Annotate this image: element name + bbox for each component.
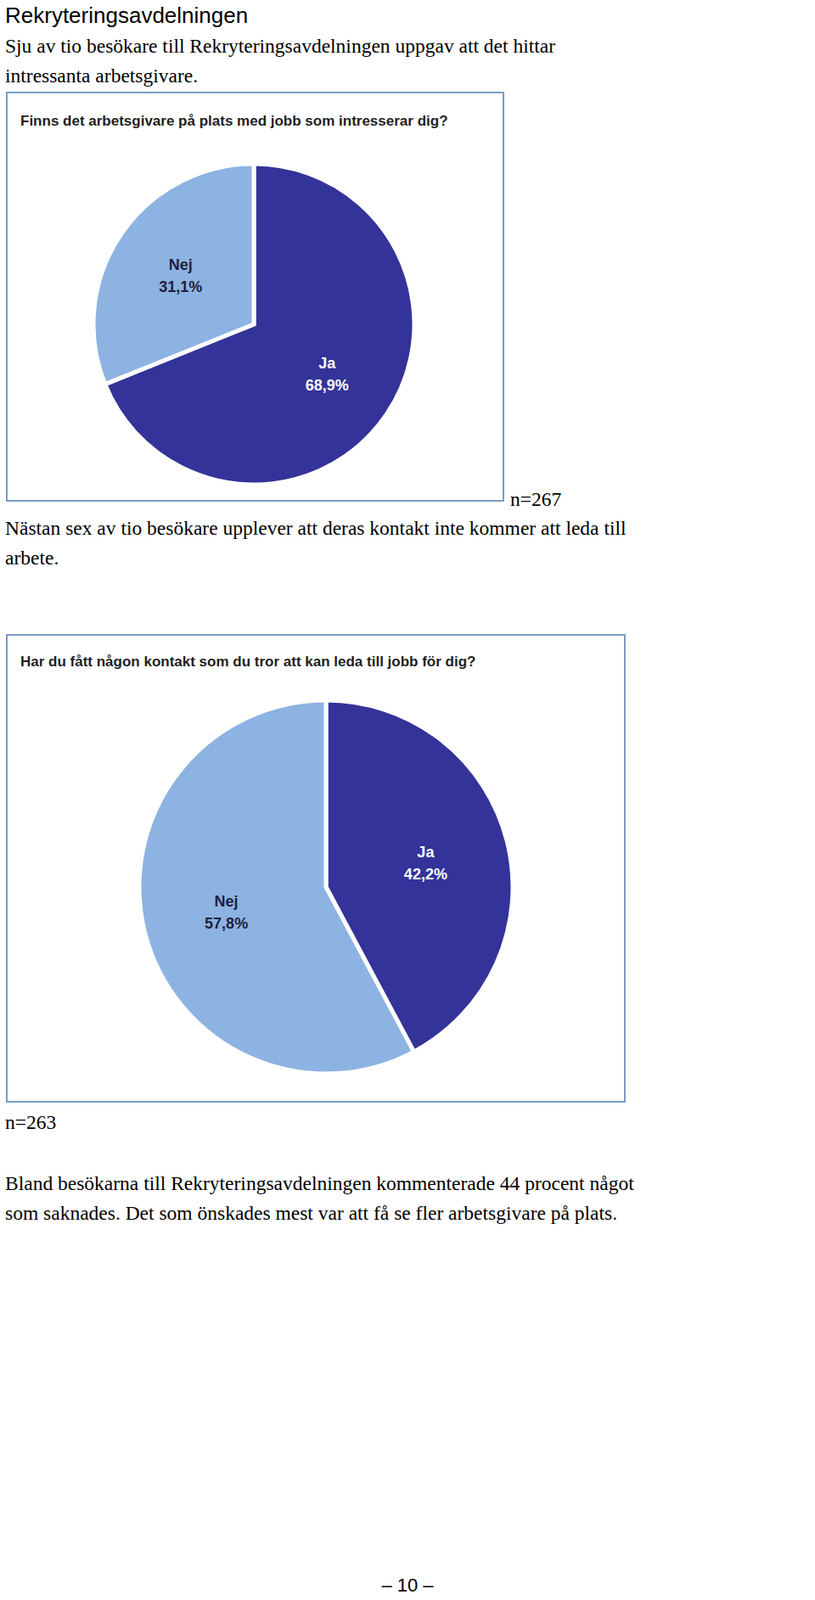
- paragraph: Sju av tio besökare till Rekryteringsavd…: [5, 31, 556, 91]
- slice-category: Nej: [168, 256, 193, 274]
- paragraph-line: Bland besökarna till Rekryteringsavdelni…: [5, 1169, 635, 1199]
- chart-frame: [6, 92, 504, 501]
- data-label: Nej 31,1%: [158, 256, 203, 296]
- pie: Ja 42,2% Nej 57,8%: [139, 700, 513, 1074]
- sample-size: n=267: [510, 486, 562, 512]
- slice-value: 68,9%: [305, 376, 349, 394]
- heading: Rekryteringsavdelningen: [5, 1, 248, 29]
- pie-slice: [93, 163, 254, 385]
- data-label: Nej 57,8%: [204, 893, 248, 933]
- paragraph-line: Nästan sex av tio besökare upplever att …: [5, 513, 627, 544]
- paragraph: Bland besökarna till Rekryteringsavdelni…: [5, 1169, 635, 1229]
- pie: Ja 68,9% Nej 31,1%: [93, 163, 415, 485]
- slice-category: Nej: [214, 893, 239, 911]
- paragraph-line: intressanta arbetsgivare.: [5, 61, 556, 91]
- sample-size: n=263: [5, 1109, 57, 1136]
- chart-title: Finns det arbetsgivare på plats med jobb…: [20, 112, 449, 130]
- chart-title: Har du fått någon kontakt som du tror at…: [20, 653, 476, 670]
- slice-category: Ja: [416, 843, 435, 861]
- data-label: Ja 68,9%: [305, 354, 349, 394]
- paragraph-line: Sju av tio besökare till Rekryteringsavd…: [5, 31, 556, 62]
- slice-value: 42,2%: [404, 865, 448, 883]
- paragraph-line: som saknades. Det som önskades mest var …: [5, 1198, 635, 1229]
- paragraph-line: arbete.: [5, 543, 627, 574]
- slice-value: 57,8%: [204, 915, 248, 933]
- pie-chart: Finns det arbetsgivare på plats med jobb…: [5, 91, 505, 502]
- slice-category: Ja: [318, 354, 337, 372]
- data-label: Ja 42,2%: [404, 843, 448, 883]
- slice-value: 31,1%: [158, 278, 203, 296]
- paragraph: Nästan sex av tio besökare upplever att …: [5, 513, 627, 574]
- page-number: – 10 –: [0, 1574, 815, 1597]
- pie-chart: Har du fått någon kontakt som du tror at…: [5, 634, 626, 1103]
- chart-frame: [6, 635, 625, 1102]
- pie-slice: [139, 700, 415, 1074]
